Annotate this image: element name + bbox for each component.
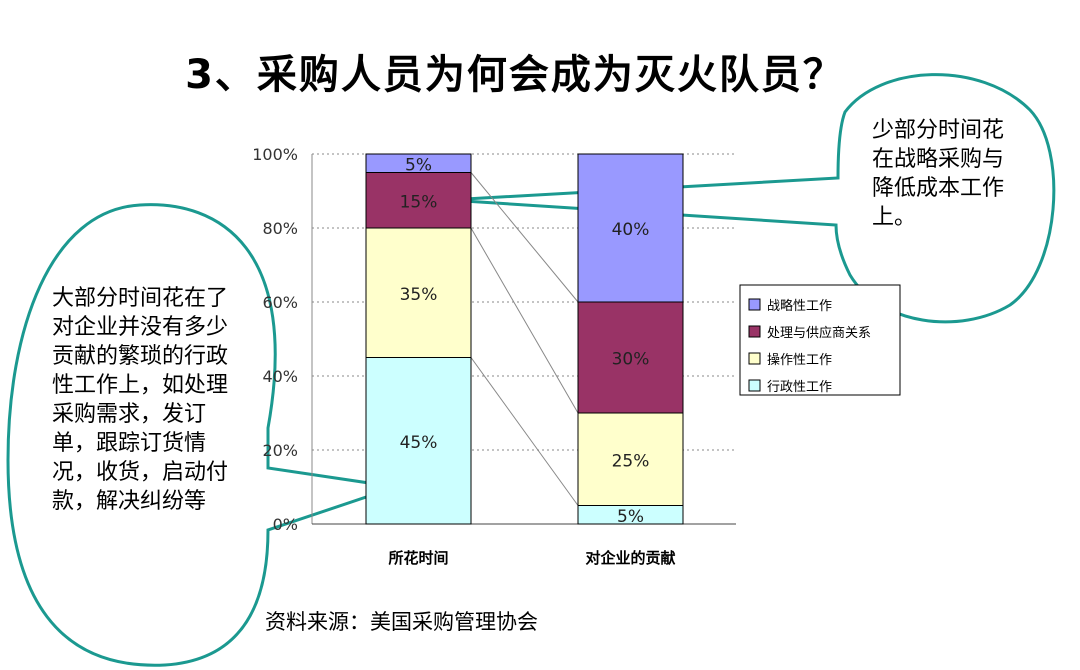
data-label: 35%: [400, 285, 438, 305]
bar-segment: [577, 412, 684, 506]
legend-label: 操作性工作: [767, 352, 832, 368]
data-label: 30%: [612, 350, 650, 370]
legend-swatch: [748, 325, 761, 338]
y-tick-label: 0%: [273, 515, 298, 534]
legend-swatch: [748, 298, 761, 311]
x-tick-label: 所花时间: [388, 549, 448, 567]
page-title: 3、采购人员为何会成为灭火队员？: [185, 52, 845, 98]
series-connector-line: [470, 227, 579, 414]
data-label: 45%: [400, 433, 438, 453]
data-label: 25%: [612, 451, 650, 471]
data-label: 5%: [617, 507, 644, 527]
bar-segment: [365, 227, 472, 358]
data-label: 40%: [612, 220, 650, 240]
left-bubble-text: 大部分时间花在了对企业并没有多少贡献的繁琐的行政性工作上，如处理采购需求，发订单…: [52, 286, 229, 515]
legend-swatch: [748, 352, 761, 365]
left-callout-bubble: [6, 203, 397, 667]
x-tick-label: 对企业的贡献: [585, 549, 675, 567]
y-tick-label: 80%: [262, 219, 298, 238]
bar-segment: [365, 153, 472, 173]
data-label: 5%: [405, 155, 432, 175]
bar-segment: [365, 357, 472, 525]
bar-segment: [577, 153, 684, 303]
right-callout-bubble: [447, 73, 1056, 324]
source-note: 资料来源：美国采购管理协会: [265, 610, 538, 634]
legend-label: 处理与供应商关系: [767, 325, 871, 341]
y-tick-label: 40%: [262, 367, 298, 386]
bar-segment: [365, 172, 472, 229]
legend-swatch: [748, 379, 761, 392]
series-connector-line: [470, 172, 579, 303]
legend-label: 战略性工作: [767, 298, 832, 314]
legend-label: 行政性工作: [767, 380, 832, 395]
y-tick-label: 60%: [262, 293, 298, 312]
bar-segment: [577, 301, 684, 414]
right-bubble-text: 少部分时间花在战略采购与降低成本工作上。: [872, 118, 1005, 231]
series-connector-line: [470, 357, 579, 506]
y-tick-label: 20%: [262, 441, 298, 460]
data-label: 15%: [400, 192, 438, 212]
legend-box: [739, 284, 901, 396]
y-tick-label: 100%: [252, 145, 298, 164]
